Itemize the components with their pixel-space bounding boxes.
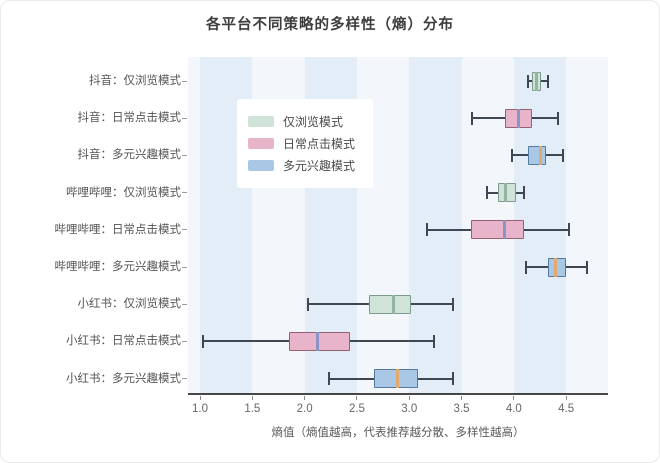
median-line <box>396 369 400 389</box>
x-tick-label: 2.0 <box>296 403 313 415</box>
whisker-cap-low <box>327 372 330 386</box>
median-line <box>535 71 539 91</box>
median-line <box>503 183 507 203</box>
y-tick-label: 小红书：仅浏览模式 <box>77 298 182 311</box>
x-tick-label: 3.5 <box>453 403 470 415</box>
box <box>373 369 418 389</box>
y-tick-label: 哔哩哔哩：仅浏览模式 <box>66 186 181 199</box>
whisker-cap-high <box>433 334 436 348</box>
x-axis-line <box>188 393 608 395</box>
whisker-cap-low <box>527 74 530 88</box>
legend-item: 日常点击模式 <box>248 135 355 152</box>
x-tick-mark <box>304 396 306 400</box>
whisker-cap-low <box>485 186 488 200</box>
y-tick-label: 哔哩哔哩：多元兴趣模式 <box>54 261 182 273</box>
y-tick-mark <box>182 192 187 194</box>
whisker-cap-low <box>202 334 205 348</box>
y-tick-mark <box>182 378 187 380</box>
legend-label: 多元兴趣模式 <box>283 159 356 173</box>
x-tick-label: 4.5 <box>558 403 575 415</box>
whisker-cap-high <box>452 372 455 386</box>
y-tick-mark <box>182 340 187 342</box>
y-tick-mark <box>182 80 187 82</box>
whisker-cap-low <box>426 223 429 237</box>
legend-label: 仅浏览模式 <box>283 115 344 129</box>
y-tick-label: 抖音：多元兴趣模式 <box>77 149 182 162</box>
y-tick-label: 小红书：日常点击模式 <box>66 335 181 348</box>
x-axis-label: 熵值（熵值越高，代表推荐越分散、多样性越高） <box>271 427 525 439</box>
x-tick-mark <box>565 396 567 400</box>
whisker-cap-high <box>568 223 571 237</box>
y-tick-mark <box>182 229 187 231</box>
box <box>288 331 350 351</box>
y-tick-label: 小红书：多元兴趣模式 <box>66 372 181 385</box>
legend-item: 仅浏览模式 <box>248 113 355 130</box>
x-tick-mark <box>461 396 463 400</box>
median-line <box>502 220 506 240</box>
legend-item: 多元兴趣模式 <box>248 157 355 174</box>
whisker-cap-high <box>562 148 565 162</box>
box <box>548 257 567 277</box>
x-tick-label: 2.5 <box>348 403 365 415</box>
whisker-cap-high <box>452 297 455 311</box>
x-tick-mark <box>513 396 515 400</box>
whisker-cap-high <box>586 260 589 274</box>
y-axis-labels: 抖音：仅浏览模式抖音：日常点击模式 抖音：多元兴趣模式哔哩哔哩：仅浏览模式哔哩哔哩… <box>0 57 182 394</box>
box <box>528 145 547 165</box>
x-tick-mark <box>408 396 410 400</box>
legend-label: 日常点击模式 <box>283 137 356 151</box>
whisker-cap-low <box>471 111 473 125</box>
x-tick-label: 3.0 <box>401 403 418 415</box>
x-tick-mark <box>356 396 358 400</box>
legend-swatch <box>248 138 274 149</box>
median-line <box>516 108 520 128</box>
y-tick-label: 抖音：仅浏览模式 <box>89 75 181 87</box>
y-tick-mark <box>182 303 187 305</box>
median-line <box>554 257 558 277</box>
legend-swatch <box>248 160 274 171</box>
x-tick-mark <box>199 396 201 400</box>
plot-area: 仅浏览模式日常点击模式 多元兴趣模式 <box>182 57 608 400</box>
whisker-cap-low <box>306 297 309 311</box>
x-tick-label: 1.0 <box>192 403 209 415</box>
x-tick-label: 1.5 <box>244 403 261 415</box>
box <box>470 220 525 240</box>
median-line <box>315 331 319 351</box>
y-tick-mark <box>182 266 187 268</box>
x-tick-labels: 1.0 1.5 2.0 2.5 3.0 3.5 4.0 4.5 <box>188 403 608 419</box>
x-tick-label: 4.0 <box>505 403 522 415</box>
median-line <box>392 294 396 314</box>
whisker-cap-low <box>525 260 528 274</box>
box <box>498 183 516 203</box>
legend: 仅浏览模式日常点击模式 多元兴趣模式 <box>237 99 374 188</box>
page-title: 各平台不同策略的多样性（熵）分布 <box>206 17 454 33</box>
median-line <box>538 145 542 165</box>
y-tick-label: 抖音：日常点击模式 <box>77 112 182 125</box>
y-tick-mark <box>182 154 187 156</box>
y-tick-mark <box>182 117 187 119</box>
whisker-cap-high <box>523 186 526 200</box>
whisker-cap-low <box>510 148 513 162</box>
whisker-cap-high <box>556 111 559 125</box>
box <box>369 294 412 314</box>
grid-band <box>409 57 462 394</box>
x-tick-mark <box>251 396 253 400</box>
y-tick-label: 哔哩哔哩：日常点击模式 <box>54 223 182 236</box>
whisker-cap-high <box>547 74 550 88</box>
legend-swatch <box>248 116 274 127</box>
